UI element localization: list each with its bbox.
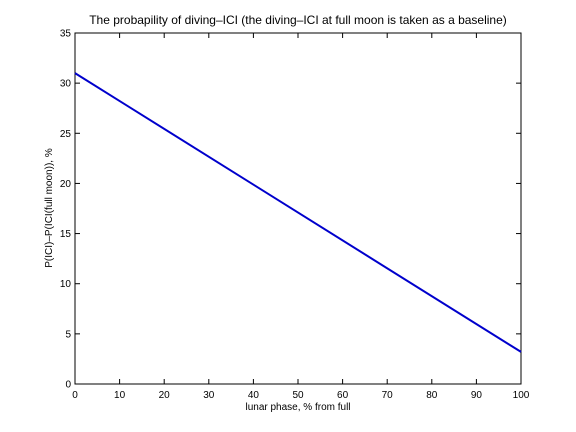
series-layer (74, 72, 522, 353)
x-axis-label: lunar phase, % from full (245, 402, 350, 413)
x-tick-label: 100 (513, 390, 530, 401)
y-tick-label: 20 (60, 179, 72, 190)
plot-area (74, 32, 522, 385)
y-tick-label: 35 (60, 29, 72, 40)
y-tick-label: 30 (60, 79, 72, 90)
x-tick-label: 0 (72, 390, 78, 401)
y-tick-label: 15 (60, 229, 72, 240)
y-axis: 0 5 10 15 20 25 30 35 (60, 29, 521, 391)
x-tick-label: 90 (471, 390, 483, 401)
x-tick-label: 50 (292, 390, 304, 401)
y-tick-label: 5 (65, 329, 71, 340)
x-axis: 0 10 20 30 40 50 60 70 80 90 100 (72, 33, 530, 401)
x-tick-label: 30 (203, 390, 215, 401)
series-line (74, 72, 522, 353)
x-tick-label: 20 (159, 390, 171, 401)
y-tick-label: 10 (60, 279, 72, 290)
y-axis-label: P(ICI)–P(ICI(full moon)), % (44, 148, 55, 268)
x-tick-label: 10 (114, 390, 126, 401)
x-tick-label: 40 (248, 390, 260, 401)
x-tick-label: 80 (426, 390, 438, 401)
y-tick-label: 25 (60, 129, 72, 140)
y-tick-label: 0 (65, 380, 71, 391)
x-tick-label: 70 (382, 390, 394, 401)
x-tick-label: 60 (337, 390, 349, 401)
chart-title: The probapility of diving–ICI (the divin… (89, 13, 507, 27)
